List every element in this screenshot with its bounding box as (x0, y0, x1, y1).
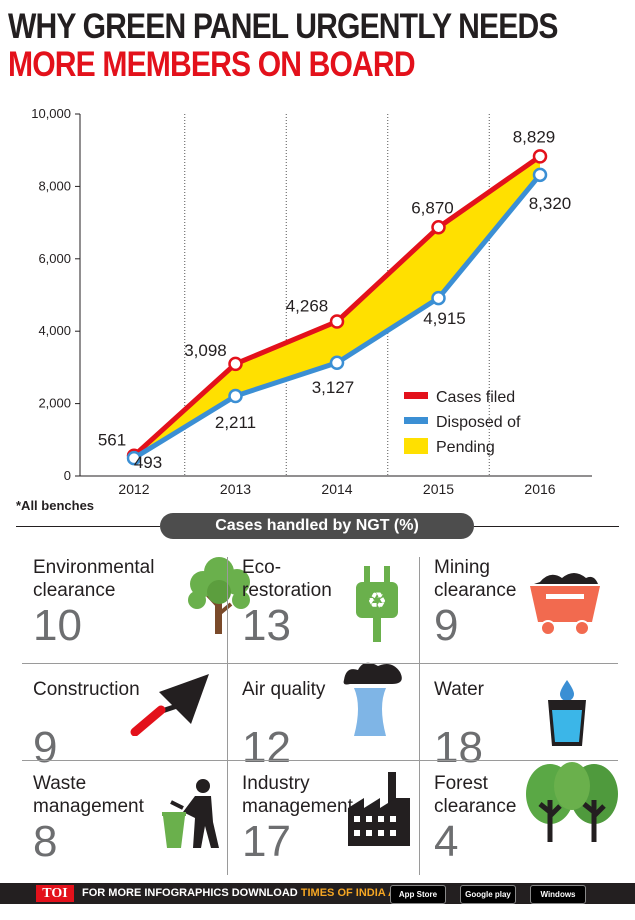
disposed-of-data-label: 8,320 (529, 194, 572, 213)
legend-swatch (404, 438, 428, 454)
footer-promo-text: FOR MORE INFOGRAPHICS DOWNLOAD (82, 887, 301, 899)
footer-app-name: TIMES OF INDIA APP (300, 887, 411, 899)
cases-line-chart: 0 2,000 4,000 6,000 8,000 10,000 2012 2013 2014 2… (31, 106, 592, 497)
recycle-plug-icon: ♻ (354, 564, 400, 649)
legend-label: Pending (436, 439, 495, 456)
category-percent: 13 (242, 601, 291, 650)
disposed-of-data-label: 3,127 (312, 378, 355, 397)
disposed-of-point (431, 290, 446, 306)
category-cell: Forest clearance 4 (434, 762, 624, 882)
category-label: Construction (33, 679, 140, 700)
trowel-icon (129, 672, 211, 741)
water-glass-icon (544, 680, 590, 753)
category-cell: Construction 9 (33, 674, 223, 788)
footnote: *All benches (16, 498, 95, 513)
category-percent: 9 (33, 723, 58, 772)
mine-cart-icon (528, 568, 602, 645)
windows-phone-badge[interactable]: Windows Phone (530, 885, 586, 916)
category-label: Water (434, 679, 484, 700)
headline-line-2: MORE MEMBERS ON BOARD (8, 45, 416, 84)
disposed-of-data-label: 2,211 (215, 413, 256, 432)
legend-swatch (404, 417, 428, 424)
svg-text:♻: ♻ (367, 589, 387, 614)
disposed-of-point (126, 450, 142, 466)
y-tick-label: 8,000 (38, 178, 71, 193)
cases-filed-data-label: 4,268 (286, 296, 329, 315)
category-percent: 10 (33, 601, 82, 650)
category-percent: 12 (242, 723, 291, 772)
legend-label: Cases filed (436, 389, 515, 406)
disposed-of-point (329, 355, 345, 371)
category-percent: 4 (434, 817, 459, 866)
cases-filed-point (431, 220, 446, 235)
y-tick-label: 0 (64, 468, 71, 483)
cases-filed-data-label: 3,098 (184, 341, 227, 360)
grid-divider (227, 557, 228, 875)
category-percent: 8 (33, 817, 58, 866)
x-tick-label: 2016 (524, 481, 555, 497)
app-store-badge[interactable]: App Store (390, 885, 446, 904)
category-cell: Mining clearance 9 (434, 556, 624, 666)
x-tick-label: 2013 (220, 481, 251, 497)
section-rule-left (16, 526, 160, 527)
headline-line-1: WHY GREEN PANEL URGENTLY NEEDS (8, 7, 558, 46)
grid-divider (419, 557, 420, 875)
category-cell: Industry management 17 (242, 772, 432, 882)
tree-icon (183, 556, 255, 641)
disposed-of-data-label: 4,915 (423, 309, 466, 328)
cases-filed-data-label: 8,829 (513, 127, 556, 146)
category-label: Industry management (242, 773, 353, 817)
cases-filed-data-label: 6,870 (411, 198, 454, 217)
cases-filed-point (329, 314, 345, 329)
cases-filed-point (532, 149, 548, 164)
grid-divider (22, 663, 618, 664)
footer-promo: FOR MORE INFOGRAPHICS DOWNLOAD TIMES OF … (82, 883, 411, 904)
category-label: Mining clearance (434, 557, 517, 601)
google-play-badge[interactable]: Google play (460, 885, 516, 904)
category-label: Forest clearance (434, 773, 517, 817)
category-label: Eco- restoration (242, 557, 332, 601)
y-tick-label: 6,000 (38, 251, 71, 266)
section-title: Cases handled by NGT (%) (160, 513, 474, 539)
waste-bin-icon (161, 778, 225, 855)
category-label: Air quality (242, 679, 326, 700)
disposed-of-data-label: 493 (134, 453, 162, 472)
y-tick-label: 4,000 (38, 323, 71, 338)
cases-filed-point (228, 356, 243, 372)
cases-filed-data-label: 561 (98, 431, 126, 450)
grid-divider (22, 760, 618, 761)
category-cell: Water 18 (434, 678, 624, 788)
legend-swatch (404, 392, 428, 399)
x-tick-label: 2014 (321, 481, 352, 497)
smokestack-icon (340, 658, 406, 743)
category-percent: 18 (434, 723, 483, 772)
section-rule-right (474, 526, 619, 527)
legend-label: Disposed of (436, 414, 521, 431)
forest-icon (524, 760, 620, 849)
category-cell: Air quality 12 (242, 662, 432, 788)
y-tick-label: 2,000 (38, 396, 71, 411)
disposed-of-point (228, 388, 243, 404)
x-tick-label: 2015 (423, 481, 454, 497)
factory-icon (346, 768, 412, 851)
disposed-of-point (532, 167, 548, 183)
category-cell: Waste management 8 (33, 772, 223, 882)
category-percent: 17 (242, 817, 291, 866)
category-percent: 9 (434, 601, 459, 650)
category-label: Environmental clearance (33, 557, 155, 601)
category-label: Waste management (33, 773, 144, 817)
category-cell: Eco- restoration 13 ♻ (242, 556, 432, 666)
category-cell: Environmental clearance 10 (33, 556, 250, 666)
y-tick-label: 10,000 (31, 106, 71, 121)
x-tick-label: 2012 (118, 481, 149, 497)
toi-logo: TOI (36, 885, 74, 902)
footer-bar: TOI FOR MORE INFOGRAPHICS DOWNLOAD TIMES… (0, 883, 635, 916)
